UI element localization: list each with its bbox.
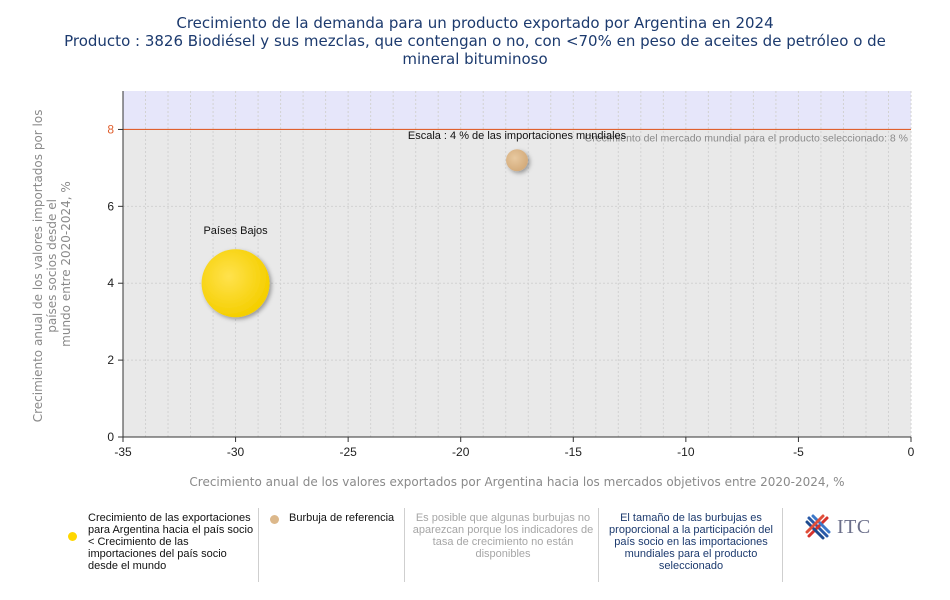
x-tick-label: -5 (793, 445, 804, 459)
legend-separator (404, 508, 405, 582)
bubble-label: Países Bajos (203, 225, 268, 237)
above-world-growth-band (123, 91, 911, 130)
x-tick-label: -35 (114, 445, 132, 459)
x-tick-label: -20 (452, 445, 470, 459)
itc-logo-icon (805, 514, 831, 540)
itc-logo-text: ITC (837, 515, 871, 538)
chart-title-block: Crecimiento de la demanda para un produc… (0, 14, 950, 68)
legend-item1-text: Crecimiento de las exportaciones para Ar… (88, 512, 254, 572)
y-tick-label: 0 (107, 430, 114, 444)
legend-note-missing: Es posible que algunas burbujas no apare… (412, 512, 594, 560)
legend-yellow-dot (68, 532, 77, 541)
itc-logo: ITC (805, 514, 871, 540)
reference-bubble-label: Escala : 4 % de las importaciones mundia… (408, 130, 627, 142)
x-tick-label: -10 (677, 445, 695, 459)
world-growth-label: Crecimiento del mercado mundial para el … (585, 132, 908, 144)
legend-note-size: El tamaño de las burbujas es proporciona… (609, 512, 773, 572)
x-tick-label: -25 (339, 445, 357, 459)
y-axis-label: Crecimiento anual de los valores importa… (31, 106, 73, 423)
legend-item2-text: Burbuja de referencia (289, 512, 395, 524)
y-tick-label: 6 (107, 199, 114, 213)
x-axis-label: Crecimiento anual de los valores exporta… (189, 475, 844, 489)
legend-reference-dot (270, 515, 279, 524)
y-tick-label: 8 (107, 122, 114, 136)
legend-item1-marker (68, 532, 77, 544)
x-tick-label: 0 (908, 445, 915, 459)
chart-title: Crecimiento de la demanda para un produc… (176, 14, 774, 32)
bubble-point (201, 249, 270, 318)
y-tick-label: 4 (107, 276, 114, 290)
legend-separator (782, 508, 783, 582)
chart-subtitle: Producto : 3826 Biodiésel y sus mezclas,… (64, 32, 886, 68)
legend: Crecimiento de las exportaciones para Ar… (0, 508, 950, 588)
y-tick-label: 2 (107, 353, 114, 367)
x-tick-label: -15 (565, 445, 583, 459)
bubble-chart: -35 -30 -25 -20 -15 -10 -5 0 0 2 4 6 8 Crecimiento de… (31, 91, 915, 489)
legend-item2-marker (270, 515, 279, 527)
reference-bubble (506, 149, 528, 172)
x-tick-label: -30 (227, 445, 245, 459)
legend-separator (258, 508, 259, 582)
legend-separator (598, 508, 599, 582)
